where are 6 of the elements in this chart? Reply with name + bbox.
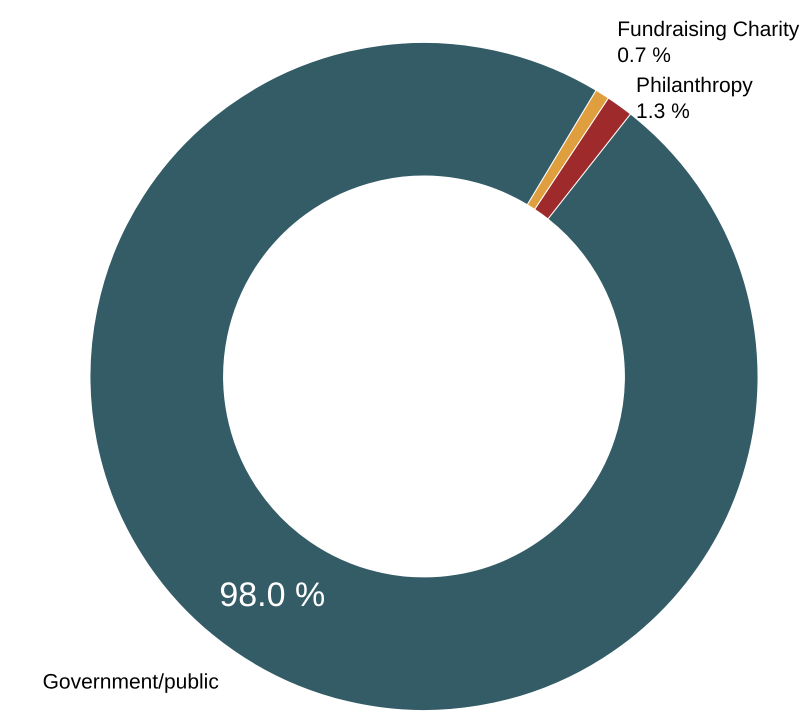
slice-label: Philanthropy — [636, 74, 754, 98]
data-label: 98.0 % — [219, 576, 326, 614]
slice-label: Government/public — [42, 670, 219, 694]
data-label: 0.7 % — [617, 44, 671, 68]
slice-label: Fundraising Charity — [617, 18, 800, 42]
data-label: 1.3 % — [636, 100, 690, 124]
